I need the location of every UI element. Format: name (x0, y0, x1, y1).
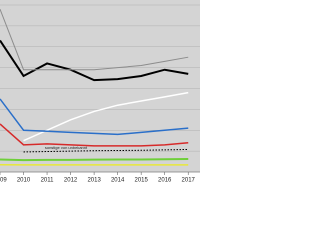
x-tick-label: 2016 (158, 178, 172, 184)
series-line (0, 8, 189, 71)
x-tick-label: 2015 (134, 178, 148, 184)
plot-area (0, 0, 200, 172)
x-tick-label: 2011 (41, 178, 55, 184)
series-line (0, 98, 189, 136)
x-tick-label: 2012 (64, 178, 78, 184)
series-line (0, 158, 189, 162)
series-line (23, 148, 189, 153)
series-line (0, 123, 189, 147)
x-tick-label: 2009 (0, 178, 7, 184)
annotation: sonstige von unbekannt (45, 145, 88, 150)
chart: 2009 2010 2011 2012 2013 2014 2015 2016 2017 sons… (0, 0, 200, 184)
series-line (0, 39, 189, 82)
x-tick-label: 2017 (182, 178, 196, 184)
x-tick-label: 2010 (17, 178, 31, 184)
x-tick-label: 2014 (111, 178, 125, 184)
series-line (23, 91, 189, 142)
x-tick-label: 2013 (87, 178, 101, 184)
